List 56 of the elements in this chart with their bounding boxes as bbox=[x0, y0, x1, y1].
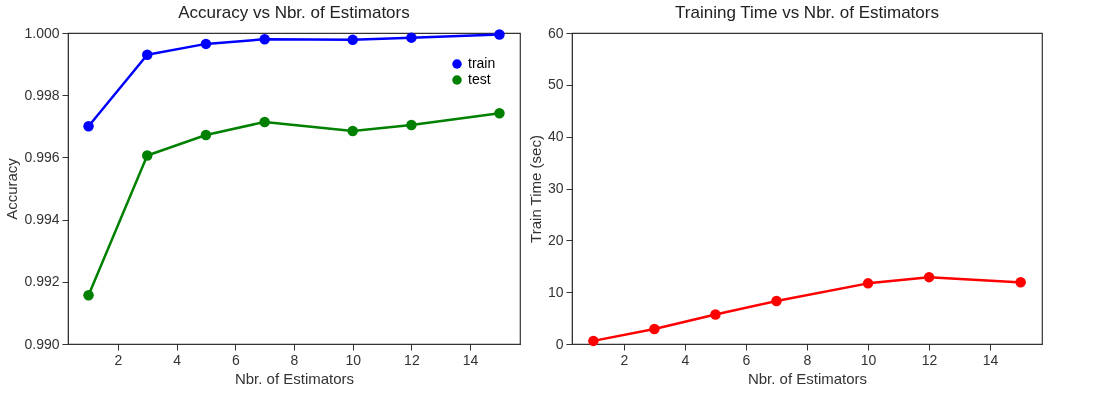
y-tick-label: 60 bbox=[547, 24, 564, 41]
point bbox=[347, 125, 358, 137]
y-tick-label: 30 bbox=[547, 180, 564, 196]
point bbox=[494, 108, 505, 119]
legend-label: train bbox=[468, 55, 496, 71]
x-tick-label: 2 bbox=[620, 351, 629, 368]
y-tick-label: 0.998 bbox=[24, 86, 60, 103]
point bbox=[83, 121, 94, 132]
y-tick-label: 1.000 bbox=[24, 24, 60, 41]
point bbox=[406, 32, 417, 43]
point bbox=[710, 309, 721, 320]
x-tick-label: 8 bbox=[290, 351, 299, 368]
y-axis-title: Accuracy bbox=[3, 157, 21, 220]
point bbox=[1015, 277, 1026, 288]
y-tick-label: 0.990 bbox=[24, 335, 60, 352]
x-tick-label: 8 bbox=[803, 351, 812, 368]
x-tick-label: 2 bbox=[114, 351, 123, 368]
y-tick-label: 0 bbox=[555, 335, 564, 352]
chart-title: Training Time vs Nbr. of Estimators bbox=[675, 3, 939, 22]
y-axis-title: Train Time (sec) bbox=[526, 135, 544, 243]
chart-title: Accuracy vs Nbr. of Estimators bbox=[178, 3, 410, 22]
x-tick-label: 6 bbox=[742, 351, 751, 368]
x-tick-label: 4 bbox=[681, 351, 690, 368]
y-tick-label: 0.992 bbox=[24, 273, 60, 290]
legend-label: test bbox=[468, 71, 491, 87]
point bbox=[83, 289, 94, 301]
y-tick-label: 10 bbox=[547, 283, 564, 300]
x-tick-label: 14 bbox=[462, 351, 479, 368]
point bbox=[259, 116, 270, 128]
x-tick-label: 12 bbox=[404, 351, 420, 368]
x-tick-label: 12 bbox=[921, 351, 938, 368]
x-tick-label: 14 bbox=[982, 351, 999, 368]
point bbox=[923, 271, 935, 283]
point bbox=[862, 278, 874, 289]
point bbox=[347, 34, 358, 46]
y-tick-label: 40 bbox=[547, 128, 564, 145]
x-axis-title: Nbr. of Estimators bbox=[747, 369, 868, 387]
point bbox=[588, 335, 599, 347]
point bbox=[259, 33, 270, 45]
point bbox=[200, 38, 212, 50]
point bbox=[494, 29, 505, 40]
point bbox=[200, 129, 212, 141]
point bbox=[142, 150, 153, 161]
x-tick-label: 4 bbox=[173, 351, 182, 368]
x-axis-title: Nbr. of Estimators bbox=[234, 369, 355, 387]
y-tick-label: 0.996 bbox=[24, 148, 60, 165]
point bbox=[771, 295, 782, 307]
point bbox=[649, 323, 660, 335]
point bbox=[406, 119, 417, 131]
x-tick-label: 10 bbox=[345, 351, 362, 368]
y-tick-label: 0.994 bbox=[24, 211, 60, 228]
x-tick-label: 6 bbox=[231, 351, 240, 368]
y-tick-label: 50 bbox=[547, 76, 564, 93]
y-tick-label: 20 bbox=[547, 231, 564, 248]
x-tick-label: 10 bbox=[860, 351, 877, 368]
point bbox=[142, 49, 153, 60]
